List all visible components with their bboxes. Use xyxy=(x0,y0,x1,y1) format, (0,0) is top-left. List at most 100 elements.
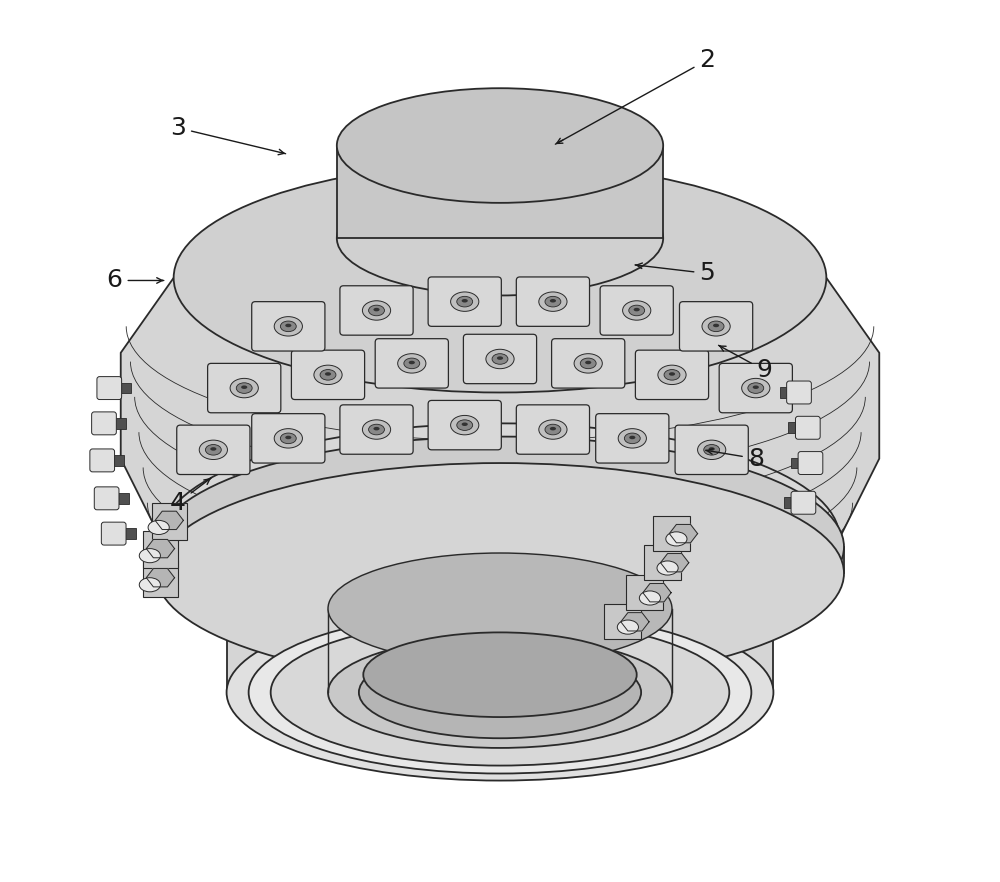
Ellipse shape xyxy=(462,299,468,303)
Ellipse shape xyxy=(698,440,726,460)
Ellipse shape xyxy=(639,591,661,605)
Ellipse shape xyxy=(629,436,635,439)
Ellipse shape xyxy=(398,354,426,373)
Ellipse shape xyxy=(664,370,680,380)
Ellipse shape xyxy=(634,308,640,311)
Text: 6: 6 xyxy=(107,268,164,293)
FancyBboxPatch shape xyxy=(208,363,281,413)
Ellipse shape xyxy=(328,553,672,664)
Polygon shape xyxy=(661,554,689,572)
FancyBboxPatch shape xyxy=(798,452,823,475)
Bar xyxy=(791,458,802,468)
Ellipse shape xyxy=(160,423,840,653)
FancyBboxPatch shape xyxy=(252,302,325,351)
FancyBboxPatch shape xyxy=(600,286,673,335)
Ellipse shape xyxy=(492,354,508,364)
Ellipse shape xyxy=(156,463,844,684)
FancyBboxPatch shape xyxy=(94,487,119,510)
Ellipse shape xyxy=(539,420,567,439)
FancyBboxPatch shape xyxy=(340,405,413,454)
Ellipse shape xyxy=(373,308,380,311)
Ellipse shape xyxy=(462,422,468,426)
Ellipse shape xyxy=(669,372,675,376)
Polygon shape xyxy=(337,146,663,238)
FancyBboxPatch shape xyxy=(604,604,641,639)
FancyBboxPatch shape xyxy=(375,339,448,388)
Ellipse shape xyxy=(337,88,663,203)
Ellipse shape xyxy=(227,494,773,670)
Ellipse shape xyxy=(457,420,473,430)
Polygon shape xyxy=(621,613,649,631)
FancyBboxPatch shape xyxy=(791,491,816,514)
FancyBboxPatch shape xyxy=(635,350,709,400)
Ellipse shape xyxy=(369,305,384,316)
Ellipse shape xyxy=(280,433,296,444)
FancyBboxPatch shape xyxy=(177,425,250,475)
Polygon shape xyxy=(227,582,773,692)
Ellipse shape xyxy=(704,445,720,455)
Ellipse shape xyxy=(457,296,473,307)
Bar xyxy=(121,383,131,393)
Ellipse shape xyxy=(545,296,561,307)
Ellipse shape xyxy=(210,447,216,451)
Polygon shape xyxy=(669,525,698,542)
Ellipse shape xyxy=(404,358,420,369)
Polygon shape xyxy=(146,540,175,557)
Bar xyxy=(118,493,129,504)
Ellipse shape xyxy=(666,532,687,546)
Bar xyxy=(788,422,799,433)
FancyBboxPatch shape xyxy=(428,400,501,450)
Ellipse shape xyxy=(624,433,640,444)
Polygon shape xyxy=(121,278,879,538)
Ellipse shape xyxy=(574,354,602,373)
Text: 5: 5 xyxy=(635,261,715,286)
Ellipse shape xyxy=(585,361,591,364)
Bar xyxy=(115,418,126,429)
FancyBboxPatch shape xyxy=(653,516,690,551)
Ellipse shape xyxy=(369,424,384,435)
FancyBboxPatch shape xyxy=(795,416,820,439)
FancyBboxPatch shape xyxy=(143,531,178,568)
Ellipse shape xyxy=(274,429,302,448)
Ellipse shape xyxy=(362,420,391,439)
Ellipse shape xyxy=(702,317,730,336)
Ellipse shape xyxy=(363,632,637,717)
FancyBboxPatch shape xyxy=(719,363,792,413)
FancyBboxPatch shape xyxy=(90,449,115,472)
Ellipse shape xyxy=(314,365,342,385)
Ellipse shape xyxy=(623,301,651,320)
Ellipse shape xyxy=(629,305,645,316)
FancyBboxPatch shape xyxy=(97,377,122,400)
Ellipse shape xyxy=(657,561,678,575)
Ellipse shape xyxy=(409,361,415,364)
FancyBboxPatch shape xyxy=(143,560,178,597)
Ellipse shape xyxy=(236,383,252,393)
Ellipse shape xyxy=(280,321,296,332)
Ellipse shape xyxy=(550,427,556,430)
Ellipse shape xyxy=(580,358,596,369)
Bar xyxy=(780,387,790,398)
FancyBboxPatch shape xyxy=(340,286,413,335)
Ellipse shape xyxy=(249,611,751,774)
FancyBboxPatch shape xyxy=(679,302,753,351)
Ellipse shape xyxy=(230,378,258,398)
FancyBboxPatch shape xyxy=(787,381,811,404)
Bar xyxy=(114,455,124,466)
Ellipse shape xyxy=(451,415,479,435)
Ellipse shape xyxy=(139,578,160,592)
Ellipse shape xyxy=(658,365,686,385)
FancyBboxPatch shape xyxy=(463,334,537,384)
Ellipse shape xyxy=(174,163,826,392)
FancyBboxPatch shape xyxy=(101,522,126,545)
FancyBboxPatch shape xyxy=(152,503,187,540)
Text: 3: 3 xyxy=(170,116,286,153)
FancyBboxPatch shape xyxy=(428,277,501,326)
Ellipse shape xyxy=(274,317,302,336)
Ellipse shape xyxy=(713,324,719,327)
Ellipse shape xyxy=(539,292,567,311)
Text: 4: 4 xyxy=(170,478,211,515)
FancyBboxPatch shape xyxy=(291,350,365,400)
Text: 8: 8 xyxy=(706,446,764,471)
Ellipse shape xyxy=(199,440,227,460)
Ellipse shape xyxy=(708,321,724,332)
